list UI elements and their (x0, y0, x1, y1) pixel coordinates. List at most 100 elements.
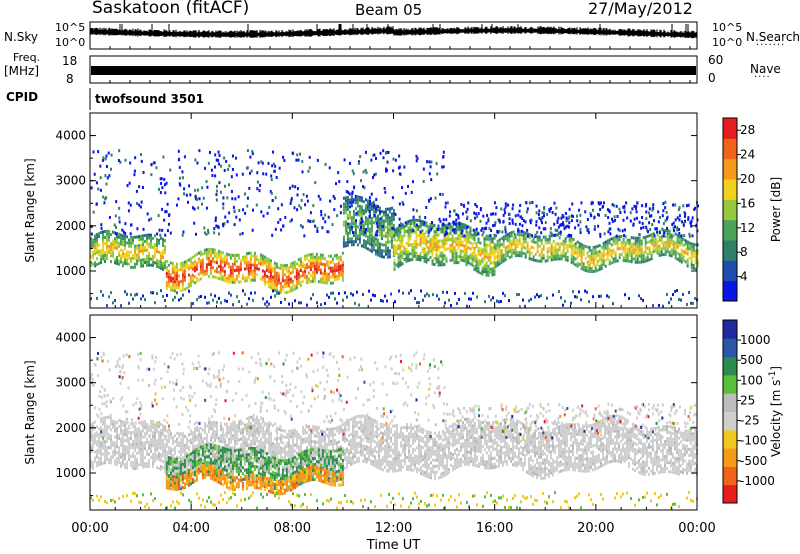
power-cell (384, 240, 387, 244)
velocity-cell (106, 440, 108, 444)
power-cell (441, 227, 444, 231)
power-cell (612, 242, 615, 246)
power-cell (388, 249, 391, 253)
velocity-cell (98, 448, 100, 452)
power-cell (652, 232, 655, 236)
power-cell (315, 264, 318, 268)
velocity-cell (90, 444, 92, 448)
velocity-cell (104, 443, 106, 447)
power-cell (425, 251, 428, 255)
power-cell (668, 244, 671, 248)
power-cell (251, 254, 254, 258)
velocity-cell (140, 444, 142, 448)
power-cell (409, 228, 412, 232)
power-cell (179, 280, 182, 284)
power-cell (279, 284, 282, 288)
power-cell (364, 204, 367, 208)
power-cell (660, 250, 663, 254)
power-cell (577, 223, 580, 227)
power-cell (92, 241, 94, 245)
velocity-cell (118, 445, 120, 449)
power-cell (483, 227, 486, 231)
power-cell (360, 179, 363, 183)
power-cell (92, 256, 94, 260)
power-cell (536, 250, 539, 254)
power-cell (378, 248, 381, 252)
power-cell (221, 257, 224, 261)
power-cell (102, 156, 105, 160)
power-cell (479, 219, 482, 223)
power-cell (95, 181, 98, 185)
power-cell (623, 234, 626, 238)
power-cell (104, 229, 106, 233)
power-cell (579, 231, 582, 235)
power-cell (309, 259, 312, 263)
power-cell (309, 262, 312, 266)
power-cell (630, 248, 633, 252)
power-cell (362, 209, 365, 213)
power-cell (585, 225, 588, 229)
power-cell (136, 235, 138, 239)
power-cell (169, 285, 172, 289)
power-cell (244, 292, 246, 296)
power-cell (118, 259, 120, 263)
power-cell (572, 262, 575, 266)
power-cell (362, 200, 365, 204)
power-cell (337, 265, 340, 269)
power-cell (477, 261, 480, 265)
power-cell (443, 257, 446, 261)
power-cell (479, 253, 482, 257)
power-cell (183, 260, 186, 264)
velocity-cell (124, 448, 126, 452)
velocity-cell (136, 466, 138, 470)
power-cell (360, 229, 363, 233)
power-cell (467, 237, 470, 241)
power-cell (201, 273, 204, 277)
power-cell (567, 217, 570, 221)
power-cell (368, 221, 371, 225)
velocity-cell (150, 419, 152, 423)
power-cell (142, 234, 144, 238)
power-cell (570, 239, 573, 243)
power-cell (482, 230, 485, 234)
power-cell (291, 267, 294, 271)
power-cell (382, 299, 384, 303)
velocity-cell (204, 436, 206, 440)
power-cell (369, 199, 372, 203)
power-cell (624, 253, 627, 257)
power-cell (173, 268, 176, 272)
power-cell (277, 275, 280, 279)
power-cell (438, 217, 441, 221)
power-cell (390, 239, 393, 243)
power-cell (431, 259, 434, 263)
power-cell (307, 271, 310, 275)
power-cell (670, 251, 673, 255)
power-cell (167, 281, 170, 285)
power-cell (150, 239, 152, 243)
power-cell (203, 226, 206, 230)
power-cell (504, 205, 507, 209)
power-cell (275, 289, 278, 293)
power-cell (567, 225, 570, 229)
power-cell (281, 288, 284, 292)
power-cell (378, 245, 381, 249)
power-cell (423, 232, 426, 236)
power-cell (395, 230, 398, 234)
power-cell (694, 249, 697, 253)
power-cell (132, 238, 134, 242)
power-cell (388, 216, 391, 220)
power-cell (662, 253, 665, 257)
velocity-cell (132, 422, 134, 426)
velocity-cell (170, 432, 172, 436)
power-cell (112, 254, 114, 258)
power-cell (378, 233, 381, 237)
power-cell (271, 198, 274, 202)
power-cell (272, 150, 275, 154)
power-cell (397, 259, 400, 263)
power-cell (494, 256, 497, 260)
power-cell (516, 254, 519, 258)
power-cell (265, 259, 268, 263)
power-cell (387, 150, 390, 154)
power-cell (684, 248, 687, 252)
power-cell (574, 245, 577, 249)
